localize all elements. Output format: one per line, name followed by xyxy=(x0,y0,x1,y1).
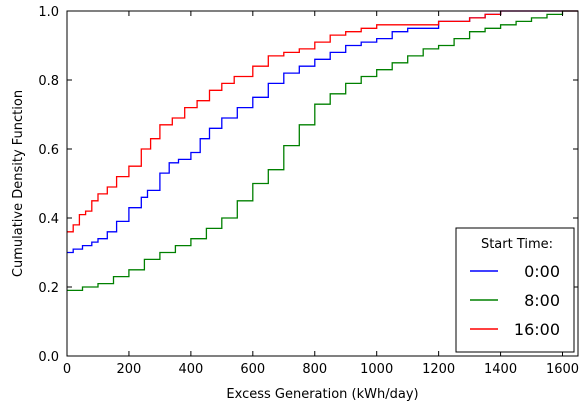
series-line-0 xyxy=(67,10,578,254)
legend-title: Start Time: xyxy=(481,237,553,252)
x-tick-label: 1400 xyxy=(484,362,517,377)
x-tick-label: 1600 xyxy=(546,362,579,377)
y-tick-label: 0.2 xyxy=(38,281,59,296)
y-tick-label: 0.0 xyxy=(38,350,59,365)
x-tick-label: 0 xyxy=(63,362,71,377)
plot-frame xyxy=(66,10,579,357)
x-tick-label: 1000 xyxy=(360,362,393,377)
legend: Start Time: 0:00 8:00 16:00 xyxy=(455,227,575,353)
y-axis-label: Cumulative Density Function xyxy=(11,90,26,277)
series-line-2 xyxy=(67,10,578,233)
legend-label-1: 8:00 xyxy=(524,291,560,310)
x-tick-label: 200 xyxy=(117,362,142,377)
x-tick-label: 600 xyxy=(240,362,265,377)
legend-label-0: 0:00 xyxy=(524,262,560,281)
x-tick-label: 400 xyxy=(178,362,203,377)
legend-items: 0:00 8:00 16:00 xyxy=(470,262,560,339)
x-tick-label: 800 xyxy=(302,362,327,377)
series-layer xyxy=(67,10,578,292)
x-tick-label: 1200 xyxy=(422,362,455,377)
ticks-layer: 0 200 400 600 800 1000 1200 1400 1600 0.0 0.2 0.4 0.… xyxy=(38,5,579,377)
series-line-1 xyxy=(67,10,578,292)
legend-label-2: 16:00 xyxy=(514,320,560,339)
y-tick-label: 0.8 xyxy=(38,74,59,89)
x-axis-label: Excess Generation (kWh/day) xyxy=(226,387,418,402)
y-tick-label: 0.6 xyxy=(38,143,59,158)
y-tick-label: 1.0 xyxy=(38,5,59,20)
legend-box xyxy=(455,227,575,353)
y-tick-label: 0.4 xyxy=(38,212,59,227)
